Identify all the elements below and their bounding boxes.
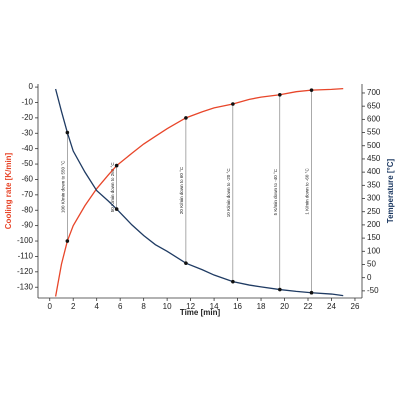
- line: [54, 87, 344, 297]
- temp-marker: [65, 130, 70, 135]
- annotation: 5 K/min down to -40 °C: [273, 168, 278, 215]
- y2-tick-label: 450: [367, 154, 381, 163]
- y2-tick-label: 150: [367, 233, 381, 242]
- x-tick-label: 2: [71, 302, 76, 311]
- x-axis-label: Time [min]: [180, 308, 221, 317]
- y2-tick-label: 0: [367, 273, 372, 282]
- y2-tick-label: 400: [367, 167, 381, 176]
- annotation: 1 K/min down to -60 °C: [305, 168, 310, 215]
- x-tick-label: 26: [351, 302, 360, 311]
- rate-marker: [184, 116, 188, 120]
- annotation: 50 K/min down to 260 °C: [110, 162, 115, 213]
- y2-tick-label: 250: [367, 207, 381, 216]
- rate-marker: [231, 102, 235, 106]
- y-tick-label: -110: [18, 252, 34, 261]
- annotation: 10 K/min down to -20 °C: [226, 168, 231, 218]
- y-tick-label: 0: [29, 82, 34, 91]
- y-tick-label: -30: [21, 128, 33, 137]
- x-tick-label: 16: [233, 302, 242, 311]
- y-axis-label: Cooling rate [K/min]: [4, 152, 13, 229]
- rate-marker: [309, 88, 314, 92]
- x-tick-label: 18: [257, 302, 266, 311]
- x-tick-label: 22: [304, 302, 313, 311]
- x-tick-label: 0: [48, 302, 53, 311]
- temp-marker: [309, 290, 314, 295]
- y-tick-label: -100: [17, 236, 34, 245]
- y2-tick-label: -50: [367, 286, 379, 295]
- y-tick-label: -10: [21, 98, 33, 107]
- y-tick-label: -50: [21, 159, 33, 168]
- x-tick-label: 10: [163, 302, 172, 311]
- x-tick-label: 14: [210, 302, 219, 311]
- y2-tick-label: 200: [367, 220, 381, 229]
- y-tick-label: -120: [17, 267, 34, 276]
- annotation: 100 K/min down to 550 °C: [61, 160, 66, 213]
- y-tick-label: -40: [21, 144, 33, 153]
- y2-tick-label: 650: [367, 101, 381, 110]
- y-tick-label: -70: [21, 190, 33, 199]
- y2-tick-label: 700: [367, 88, 381, 97]
- temp-marker: [114, 207, 119, 211]
- x-tick-label: 24: [327, 302, 336, 311]
- y-tick-label: -130: [17, 282, 34, 291]
- annotation: 20 K/min down to 60 °C: [179, 166, 184, 214]
- y2-tick-label: 100: [367, 246, 381, 255]
- x-tick-label: 12: [186, 302, 195, 311]
- rate-marker: [65, 239, 70, 243]
- y2-tick-label: 50: [367, 260, 376, 269]
- x-tick-label: 8: [141, 302, 146, 311]
- x-tick-label: 20: [280, 302, 289, 311]
- y2-tick-label: 300: [367, 194, 381, 203]
- rate-marker: [114, 163, 119, 168]
- y-tick-label: -80: [21, 205, 33, 214]
- y-tick-label: -20: [21, 113, 33, 122]
- line: [54, 88, 344, 297]
- y2-axis-label: Temperature [°C]: [386, 158, 395, 223]
- x-tick-label: 4: [94, 302, 99, 311]
- x-tick-label: 6: [118, 302, 123, 311]
- rate-marker: [278, 92, 282, 97]
- y2-tick-label: 350: [367, 180, 381, 189]
- y-tick-label: -90: [21, 221, 33, 230]
- y2-tick-label: 500: [367, 141, 381, 150]
- y2-tick-label: 550: [367, 128, 381, 137]
- temp-marker: [278, 287, 282, 292]
- temp-marker: [231, 279, 235, 284]
- y-tick-label: -60: [21, 175, 33, 184]
- temp-marker: [184, 261, 188, 265]
- y2-tick-label: 600: [367, 114, 381, 123]
